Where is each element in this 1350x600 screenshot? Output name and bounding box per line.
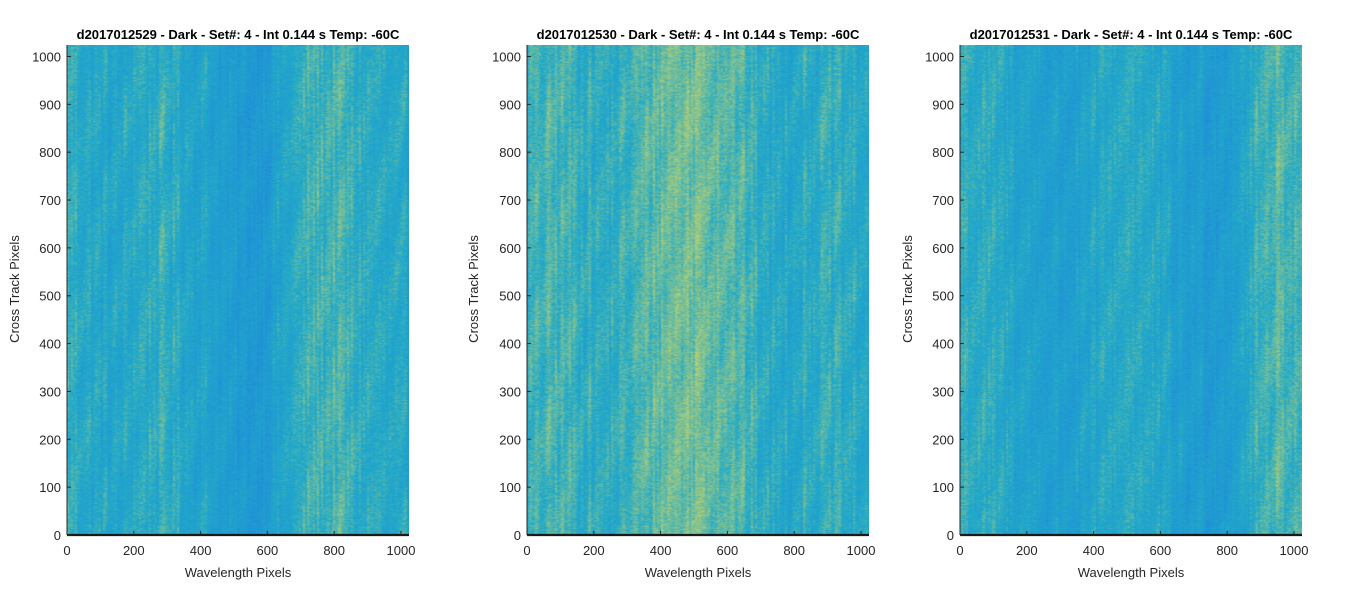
y-tick-label: 200 bbox=[499, 432, 521, 447]
y-tick-label: 400 bbox=[932, 337, 954, 352]
y-tick-label: 300 bbox=[499, 384, 521, 399]
y-tick-label: 400 bbox=[39, 337, 61, 352]
y-tick-label: 700 bbox=[39, 193, 61, 208]
y-tick-label: 900 bbox=[39, 97, 61, 112]
y-tick-label: 500 bbox=[932, 289, 954, 304]
y-tick-label: 500 bbox=[499, 289, 521, 304]
x-tick-label: 1000 bbox=[847, 543, 876, 558]
x-tick-label: 0 bbox=[63, 543, 70, 558]
x-tick-label: 200 bbox=[583, 543, 605, 558]
y-tick-label: 300 bbox=[932, 384, 954, 399]
panel-title: d2017012529 - Dark - Set#: 4 - Int 0.144… bbox=[77, 27, 400, 42]
y-tick-label: 300 bbox=[39, 384, 61, 399]
x-tick-label: 800 bbox=[323, 543, 345, 558]
y-axis-label: Cross Track Pixels bbox=[7, 235, 22, 343]
y-tick-label: 500 bbox=[39, 289, 61, 304]
x-tick-label: 800 bbox=[1216, 543, 1238, 558]
y-tick-label: 900 bbox=[499, 97, 521, 112]
x-tick-label: 800 bbox=[783, 543, 805, 558]
heatmap-image bbox=[527, 45, 869, 535]
y-tick-label: 100 bbox=[499, 480, 521, 495]
y-tick-label: 400 bbox=[499, 337, 521, 352]
y-tick-label: 200 bbox=[39, 432, 61, 447]
y-tick-label: 600 bbox=[499, 241, 521, 256]
x-axis-label: Wavelength Pixels bbox=[185, 565, 292, 580]
y-tick-label: 1000 bbox=[492, 49, 521, 64]
y-axis-label: Cross Track Pixels bbox=[466, 235, 481, 343]
panel-title: d2017012530 - Dark - Set#: 4 - Int 0.144… bbox=[537, 27, 860, 42]
x-tick-label: 0 bbox=[523, 543, 530, 558]
heatmap-panel-left: d2017012529 - Dark - Set#: 4 - Int 0.144… bbox=[7, 27, 415, 580]
y-tick-label: 800 bbox=[39, 145, 61, 160]
x-tick-label: 1000 bbox=[1280, 543, 1309, 558]
panel-title: d2017012531 - Dark - Set#: 4 - Int 0.144… bbox=[970, 27, 1293, 42]
x-tick-label: 600 bbox=[717, 543, 739, 558]
y-tick-label: 800 bbox=[932, 145, 954, 160]
x-tick-label: 200 bbox=[123, 543, 145, 558]
x-tick-label: 400 bbox=[1083, 543, 1105, 558]
x-tick-label: 400 bbox=[190, 543, 212, 558]
y-tick-label: 200 bbox=[932, 432, 954, 447]
y-tick-label: 600 bbox=[932, 241, 954, 256]
y-tick-label: 700 bbox=[499, 193, 521, 208]
y-tick-label: 800 bbox=[499, 145, 521, 160]
x-tick-label: 1000 bbox=[387, 543, 416, 558]
x-tick-label: 600 bbox=[257, 543, 279, 558]
x-tick-label: 600 bbox=[1150, 543, 1172, 558]
y-tick-label: 700 bbox=[932, 193, 954, 208]
heatmap-panel-middle: d2017012530 - Dark - Set#: 4 - Int 0.144… bbox=[466, 27, 875, 580]
x-axis-label: Wavelength Pixels bbox=[1078, 565, 1185, 580]
y-tick-label: 100 bbox=[932, 480, 954, 495]
y-tick-label: 0 bbox=[947, 528, 954, 543]
y-tick-label: 100 bbox=[39, 480, 61, 495]
heatmap-image bbox=[67, 45, 409, 535]
heatmap-image bbox=[960, 45, 1302, 535]
x-tick-label: 0 bbox=[956, 543, 963, 558]
y-tick-label: 0 bbox=[54, 528, 61, 543]
heatmap-panel-right: d2017012531 - Dark - Set#: 4 - Int 0.144… bbox=[900, 27, 1308, 580]
y-tick-label: 1000 bbox=[32, 49, 61, 64]
y-tick-label: 1000 bbox=[925, 49, 954, 64]
y-tick-label: 900 bbox=[932, 97, 954, 112]
y-tick-label: 0 bbox=[514, 528, 521, 543]
x-tick-label: 200 bbox=[1016, 543, 1038, 558]
y-tick-label: 600 bbox=[39, 241, 61, 256]
x-axis-label: Wavelength Pixels bbox=[645, 565, 752, 580]
y-axis-label: Cross Track Pixels bbox=[900, 235, 915, 343]
x-tick-label: 400 bbox=[650, 543, 672, 558]
